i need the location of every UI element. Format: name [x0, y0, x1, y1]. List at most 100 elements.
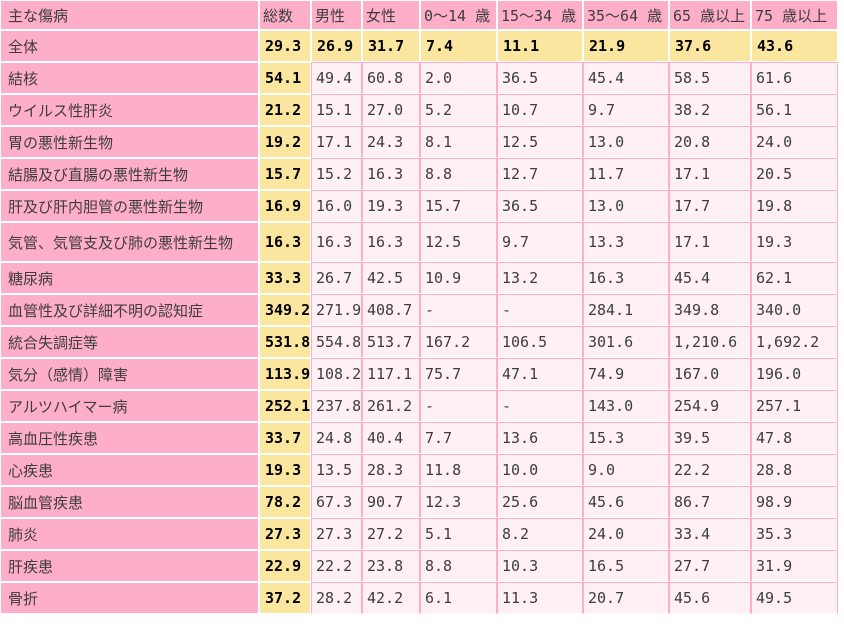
disease-label-cell: 結腸及び直腸の悪性新生物: [0, 158, 259, 190]
total-cell: 15.7: [259, 158, 311, 190]
data-cell: 108.2: [311, 358, 362, 390]
disease-label-cell: 骨折: [0, 582, 259, 614]
data-cell: 301.6: [583, 326, 669, 358]
table-row: 心疾患 19.3 13.5 28.3 11.8 10.0 9.0 22.2 28.8: [0, 454, 838, 486]
header-cell-total: 総数: [259, 0, 311, 30]
table-row: 統合失調症等 531.8 554.8 513.7 167.2 106.5 301.6 1,21…: [0, 326, 838, 358]
data-cell: 17.1: [669, 222, 751, 262]
table-row: 気管、気管支及び肺の悪性新生物 16.3 16.3 16.3 12.5 9.7 13.3 17…: [0, 222, 838, 262]
data-cell: 42.5: [362, 262, 420, 294]
data-cell: 271.9: [311, 294, 362, 326]
header-cell-female: 女性: [362, 0, 420, 30]
data-cell: 13.2: [497, 262, 583, 294]
data-cell: 26.7: [311, 262, 362, 294]
total-cell: 33.7: [259, 422, 311, 454]
data-cell: -: [420, 390, 497, 422]
data-cell: 19.8: [751, 190, 838, 222]
header-cell-age-75-up: 75 歳以上: [751, 0, 838, 30]
disease-label-cell: 胃の悪性新生物: [0, 126, 259, 158]
data-cell: 10.7: [497, 94, 583, 126]
table-row: 全体 29.3 26.9 31.7 7.4 11.1 21.9 37.6 43.6: [0, 30, 838, 62]
data-cell: 62.1: [751, 262, 838, 294]
data-cell: 75.7: [420, 358, 497, 390]
data-cell: 237.8: [311, 390, 362, 422]
header-cell-age-0-14: 0〜14 歳: [420, 0, 497, 30]
disease-label-cell: 肝及び肝内胆管の悪性新生物: [0, 190, 259, 222]
data-cell: 22.2: [669, 454, 751, 486]
data-cell: 90.7: [362, 486, 420, 518]
data-cell: 23.8: [362, 550, 420, 582]
data-cell: 16.5: [583, 550, 669, 582]
data-cell: 24.3: [362, 126, 420, 158]
total-cell: 16.3: [259, 222, 311, 262]
data-cell: 15.2: [311, 158, 362, 190]
data-cell: 7.7: [420, 422, 497, 454]
disease-label-cell: アルツハイマー病: [0, 390, 259, 422]
data-cell: 5.2: [420, 94, 497, 126]
data-cell: 12.5: [420, 222, 497, 262]
data-cell: 20.7: [583, 582, 669, 614]
data-cell: 16.3: [583, 262, 669, 294]
data-cell: 25.6: [497, 486, 583, 518]
data-cell: 36.5: [497, 62, 583, 94]
data-cell: 554.8: [311, 326, 362, 358]
header-cell-age-35-64: 35〜64 歳: [583, 0, 669, 30]
total-cell: 37.2: [259, 582, 311, 614]
data-cell: 2.0: [420, 62, 497, 94]
header-cell-age-65-up: 65 歳以上: [669, 0, 751, 30]
data-cell: 106.5: [497, 326, 583, 358]
header-cell-age-15-34: 15〜34 歳: [497, 0, 583, 30]
data-cell: 5.1: [420, 518, 497, 550]
header-cell-disease: 主な傷病: [0, 0, 259, 30]
data-cell: 10.9: [420, 262, 497, 294]
data-cell: -: [497, 390, 583, 422]
disease-label-cell: 心疾患: [0, 454, 259, 486]
data-cell: 31.9: [751, 550, 838, 582]
data-cell: 6.1: [420, 582, 497, 614]
data-cell: 16.3: [362, 222, 420, 262]
data-cell: 257.1: [751, 390, 838, 422]
total-cell: 19.2: [259, 126, 311, 158]
data-cell: 33.4: [669, 518, 751, 550]
data-cell: 45.4: [669, 262, 751, 294]
disease-label-cell: 糖尿病: [0, 262, 259, 294]
data-cell: 28.3: [362, 454, 420, 486]
data-cell: 13.0: [583, 126, 669, 158]
data-cell: 8.8: [420, 550, 497, 582]
data-cell: 16.3: [311, 222, 362, 262]
data-cell: 36.5: [497, 190, 583, 222]
table-row: 胃の悪性新生物 19.2 17.1 24.3 8.1 12.5 13.0 20.8 24.0: [0, 126, 838, 158]
data-cell: 27.0: [362, 94, 420, 126]
data-cell: 117.1: [362, 358, 420, 390]
data-cell: 37.6: [669, 30, 751, 62]
data-cell: 28.8: [751, 454, 838, 486]
table-row: 骨折 37.2 28.2 42.2 6.1 11.3 20.7 45.6 49.5: [0, 582, 838, 614]
table-row: 肝疾患 22.9 22.2 23.8 8.8 10.3 16.5 27.7 31.9: [0, 550, 838, 582]
data-cell: 408.7: [362, 294, 420, 326]
data-cell: 11.3: [497, 582, 583, 614]
data-cell: 1,692.2: [751, 326, 838, 358]
data-cell: 60.8: [362, 62, 420, 94]
data-cell: 39.5: [669, 422, 751, 454]
data-cell: 67.3: [311, 486, 362, 518]
data-cell: 24.8: [311, 422, 362, 454]
table-row: 肝及び肝内胆管の悪性新生物 16.9 16.0 19.3 15.7 36.5 13.0 17.…: [0, 190, 838, 222]
data-cell: 86.7: [669, 486, 751, 518]
total-cell: 349.2: [259, 294, 311, 326]
data-cell: 24.0: [583, 518, 669, 550]
table-row: アルツハイマー病 252.1 237.8 261.2- -143.0 254.9 257.1: [0, 390, 838, 422]
data-cell: 17.1: [311, 126, 362, 158]
data-cell: 196.0: [751, 358, 838, 390]
data-cell: 167.2: [420, 326, 497, 358]
disease-statistics-table: 主な傷病 総数 男性 女性 0〜14 歳 15〜34 歳 35〜64 歳 65 …: [0, 0, 838, 614]
data-cell: 340.0: [751, 294, 838, 326]
table-row: 結腸及び直腸の悪性新生物 15.7 15.2 16.3 8.8 12.7 11.7 17.1 2…: [0, 158, 838, 190]
header-cell-male: 男性: [311, 0, 362, 30]
disease-label-cell: 脳血管疾患: [0, 486, 259, 518]
data-cell: 20.5: [751, 158, 838, 190]
total-cell: 78.2: [259, 486, 311, 518]
data-cell: -: [420, 294, 497, 326]
table-row: 肺炎 27.3 27.3 27.2 5.1 8.2 24.0 33.4 35.3: [0, 518, 838, 550]
data-cell: 9.7: [497, 222, 583, 262]
data-cell: 43.6: [751, 30, 838, 62]
